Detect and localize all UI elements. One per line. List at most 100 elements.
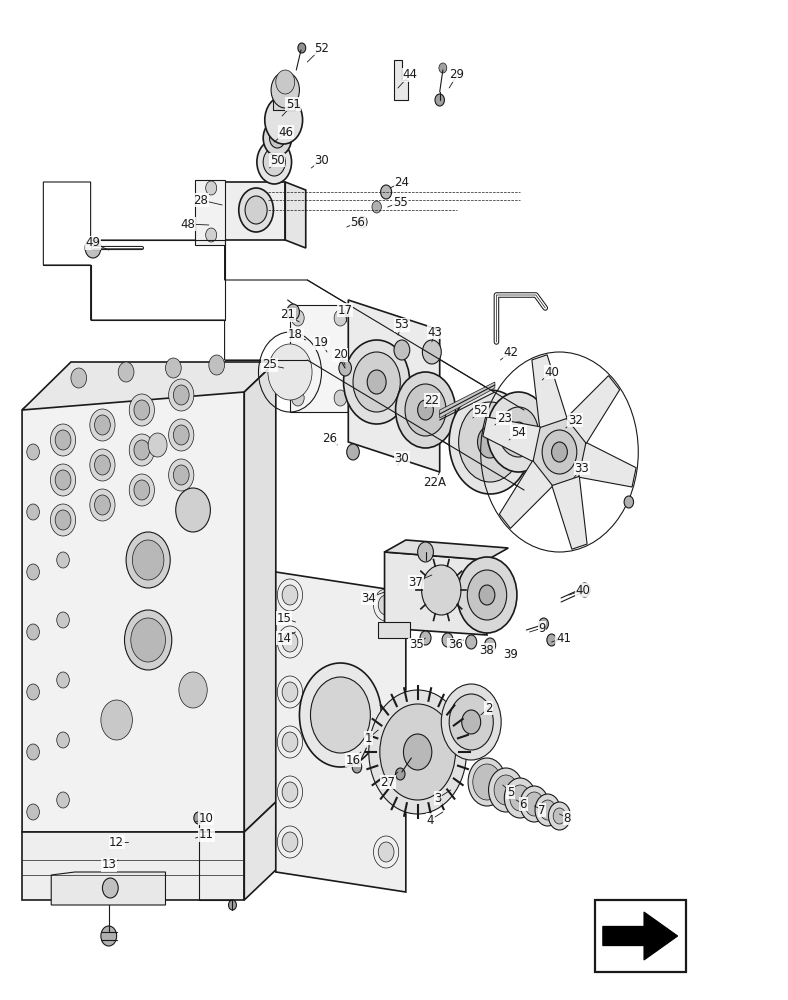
Circle shape: [173, 465, 189, 485]
Circle shape: [494, 775, 518, 805]
Text: 17: 17: [337, 304, 353, 316]
Circle shape: [179, 672, 207, 708]
Circle shape: [176, 488, 210, 532]
Circle shape: [449, 694, 493, 750]
Circle shape: [129, 434, 154, 466]
Polygon shape: [22, 392, 244, 832]
Text: 30: 30: [395, 452, 409, 464]
Circle shape: [504, 778, 536, 818]
Text: 55: 55: [393, 196, 407, 209]
Polygon shape: [440, 382, 495, 418]
Circle shape: [27, 444, 39, 460]
Circle shape: [439, 63, 447, 73]
Circle shape: [90, 449, 115, 481]
Text: 2: 2: [485, 702, 492, 714]
Circle shape: [282, 682, 298, 702]
Polygon shape: [51, 872, 165, 905]
Circle shape: [125, 610, 172, 670]
Circle shape: [405, 384, 446, 436]
Text: 22A: 22A: [423, 476, 447, 488]
Polygon shape: [566, 376, 619, 444]
Circle shape: [27, 624, 39, 640]
Text: 13: 13: [102, 858, 116, 871]
Circle shape: [532, 417, 587, 487]
Circle shape: [209, 355, 225, 375]
Circle shape: [132, 540, 164, 580]
Polygon shape: [244, 802, 276, 900]
Circle shape: [282, 832, 298, 852]
Circle shape: [624, 496, 634, 508]
Text: 34: 34: [362, 591, 376, 604]
Circle shape: [134, 440, 150, 460]
Circle shape: [169, 379, 194, 411]
Circle shape: [27, 684, 39, 700]
Circle shape: [485, 638, 496, 652]
Text: 29: 29: [449, 68, 465, 82]
Text: 51: 51: [286, 98, 300, 110]
Circle shape: [95, 455, 110, 475]
Text: 32: 32: [568, 414, 582, 426]
Circle shape: [276, 70, 295, 94]
Circle shape: [27, 504, 39, 520]
Circle shape: [85, 238, 101, 258]
Circle shape: [27, 744, 39, 760]
Circle shape: [102, 878, 118, 898]
Circle shape: [57, 612, 69, 628]
Polygon shape: [276, 572, 406, 892]
Text: 3: 3: [434, 792, 442, 804]
Circle shape: [418, 400, 433, 420]
Text: 35: 35: [409, 639, 423, 652]
Circle shape: [396, 372, 455, 448]
Circle shape: [27, 804, 39, 820]
Circle shape: [466, 635, 477, 649]
Circle shape: [459, 402, 522, 482]
Circle shape: [206, 228, 217, 242]
Circle shape: [57, 732, 69, 748]
Circle shape: [95, 415, 110, 435]
Circle shape: [239, 188, 273, 232]
Polygon shape: [578, 442, 636, 487]
Polygon shape: [225, 182, 285, 240]
Text: 53: 53: [395, 318, 409, 332]
Polygon shape: [22, 362, 276, 410]
Text: 46: 46: [278, 125, 294, 138]
Circle shape: [194, 812, 203, 824]
Text: 16: 16: [345, 754, 361, 766]
Circle shape: [548, 802, 571, 830]
Circle shape: [547, 634, 556, 646]
Circle shape: [372, 201, 381, 213]
Text: 24: 24: [394, 176, 410, 188]
Text: 42: 42: [503, 346, 519, 359]
Circle shape: [487, 392, 550, 472]
Circle shape: [553, 808, 566, 824]
Text: 50: 50: [270, 153, 284, 166]
Circle shape: [552, 442, 567, 462]
Text: 23: 23: [497, 412, 511, 424]
Circle shape: [257, 140, 292, 184]
Text: 20: 20: [333, 349, 348, 361]
Circle shape: [229, 900, 236, 910]
Circle shape: [129, 474, 154, 506]
Circle shape: [269, 128, 285, 148]
Circle shape: [420, 631, 431, 645]
Text: 30: 30: [314, 153, 329, 166]
Circle shape: [457, 557, 517, 633]
Circle shape: [369, 690, 466, 814]
Circle shape: [57, 672, 69, 688]
Circle shape: [292, 390, 304, 406]
Text: 39: 39: [504, 648, 518, 660]
Text: 56: 56: [351, 216, 365, 229]
Circle shape: [334, 310, 347, 326]
Text: 33: 33: [574, 462, 589, 475]
Circle shape: [90, 489, 115, 521]
Text: 52: 52: [474, 403, 488, 416]
Bar: [595, 900, 686, 972]
Circle shape: [510, 785, 530, 811]
Circle shape: [268, 344, 312, 400]
Text: 28: 28: [194, 194, 208, 207]
Circle shape: [380, 704, 455, 800]
Circle shape: [245, 196, 267, 224]
Text: 7: 7: [538, 804, 546, 816]
Circle shape: [422, 565, 461, 615]
Circle shape: [403, 734, 432, 770]
